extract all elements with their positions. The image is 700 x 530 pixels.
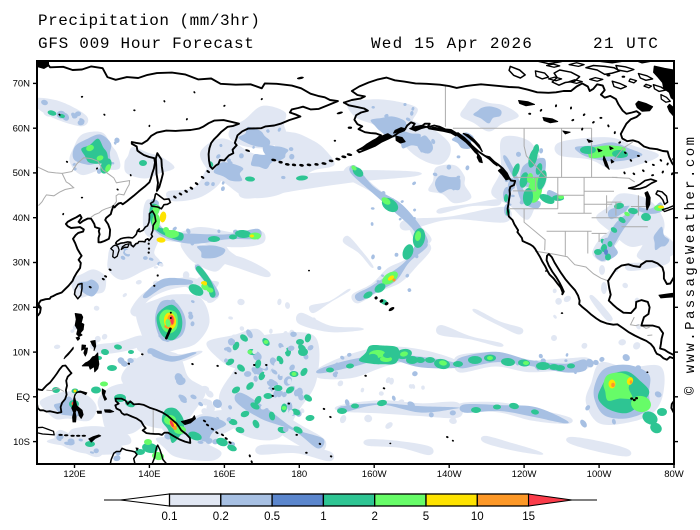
svg-text:10: 10 — [471, 511, 484, 523]
svg-text:80W: 80W — [664, 469, 684, 480]
svg-text:Wed 15 Apr 2026: Wed 15 Apr 2026 — [371, 35, 532, 53]
svg-text:15: 15 — [522, 511, 535, 523]
svg-text:120E: 120E — [63, 469, 85, 480]
svg-text:50N: 50N — [13, 168, 31, 179]
svg-text:0.5: 0.5 — [264, 511, 280, 523]
svg-text:5: 5 — [423, 511, 429, 523]
svg-text:40N: 40N — [13, 213, 31, 224]
svg-text:1: 1 — [320, 511, 326, 523]
svg-text:140E: 140E — [138, 469, 160, 480]
svg-text:60N: 60N — [13, 123, 31, 134]
svg-text:0.2: 0.2 — [213, 511, 229, 523]
svg-text:120W: 120W — [512, 469, 537, 480]
svg-text:160W: 160W — [362, 469, 387, 480]
svg-text:30N: 30N — [13, 258, 31, 269]
svg-text:140W: 140W — [437, 469, 462, 480]
svg-text:Precipitation (mm/3hr): Precipitation (mm/3hr) — [38, 12, 260, 30]
svg-text:© www.PassageWeather.com: © www.PassageWeather.com — [683, 135, 699, 395]
svg-text:10S: 10S — [13, 437, 30, 448]
svg-text:100W: 100W — [587, 469, 612, 480]
svg-text:70N: 70N — [13, 79, 31, 90]
svg-text:20N: 20N — [13, 303, 31, 314]
svg-text:10N: 10N — [13, 347, 31, 358]
svg-text:21 UTC: 21 UTC — [593, 35, 658, 53]
svg-text:160E: 160E — [213, 469, 235, 480]
svg-text:GFS 009 Hour Forecast: GFS 009 Hour Forecast — [38, 35, 254, 53]
svg-text:2: 2 — [371, 511, 377, 523]
svg-text:EQ: EQ — [16, 392, 30, 403]
svg-text:0.1: 0.1 — [162, 511, 178, 523]
svg-text:180: 180 — [291, 469, 307, 480]
